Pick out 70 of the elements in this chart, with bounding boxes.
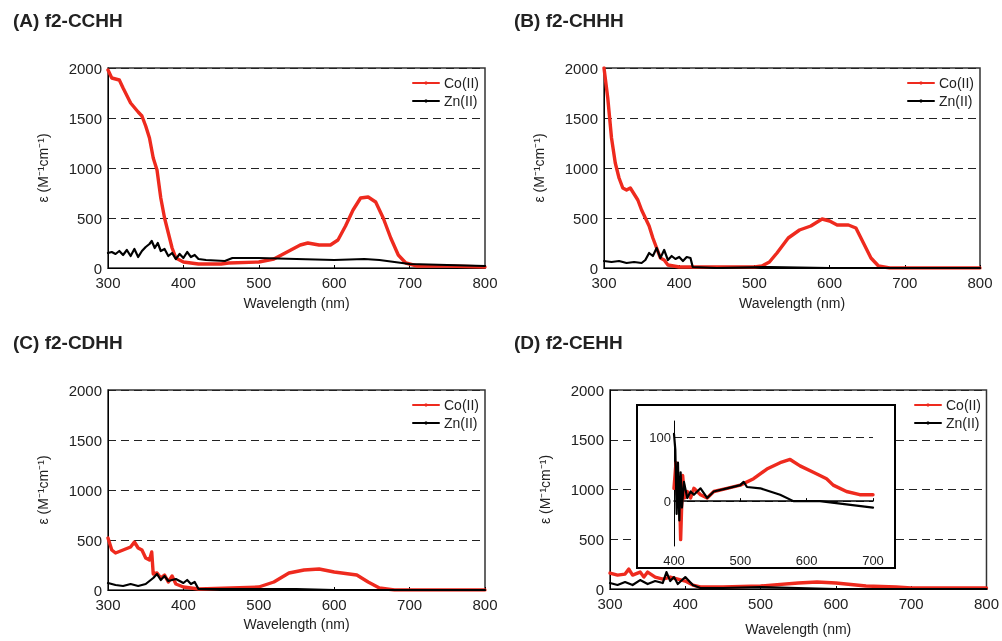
x-tick-label: 800 — [472, 596, 498, 613]
x-tick-label: 500 — [246, 274, 272, 291]
chart-title: (A) f2-CCHH — [13, 10, 123, 31]
y-tick-label: 0 — [589, 259, 598, 277]
y-tick-label: 1500 — [68, 109, 102, 127]
y-tick-label: 1000 — [564, 159, 598, 177]
y-tick-label: 1000 — [570, 481, 604, 498]
y-tick-label: 2000 — [68, 59, 102, 77]
x-axis-title: Wavelength (nm) — [243, 295, 350, 311]
y-tick-label: 1500 — [68, 431, 102, 449]
x-tick-label: 700 — [397, 596, 423, 613]
y-tick-label: 500 — [572, 209, 598, 227]
x-tick-label: 400 — [170, 596, 196, 613]
y-tick-label: 2000 — [564, 59, 598, 77]
y-tick-label: 1500 — [570, 431, 604, 449]
x-tick-label: 300 — [95, 274, 121, 291]
legend-label: Zn(II) — [444, 93, 478, 109]
x-tick-label: 800 — [967, 274, 993, 291]
y-axis-title: ε (M⁻¹cm⁻¹) — [35, 133, 51, 203]
x-tick-label: 300 — [597, 595, 623, 612]
x-tick-label: 600 — [321, 274, 347, 291]
x-tick-label: 800 — [472, 274, 498, 291]
x-tick-label: 500 — [741, 274, 767, 291]
x-tick-label: 700 — [862, 553, 884, 568]
x-tick-label: 400 — [170, 274, 196, 291]
chart-title: (B) f2-CHHH — [514, 10, 624, 31]
y-tick-label: 0 — [663, 493, 671, 509]
x-tick-label: 500 — [246, 596, 272, 613]
x-axis-title: Wavelength (nm) — [745, 621, 852, 637]
x-tick-label: 700 — [898, 595, 924, 612]
legend-label: Co(II) — [444, 397, 479, 413]
y-tick-label: 2000 — [68, 381, 102, 399]
legend-label: Zn(II) — [946, 415, 980, 431]
x-tick-label: 400 — [666, 274, 692, 291]
legend-label: Co(II) — [939, 75, 974, 91]
x-tick-label: 700 — [397, 274, 423, 291]
x-tick-label: 400 — [663, 553, 685, 568]
x-tick-label: 500 — [729, 553, 752, 568]
x-tick-label: 700 — [892, 274, 918, 291]
x-tick-label: 600 — [817, 274, 843, 291]
x-tick-label: 500 — [748, 595, 774, 612]
y-tick-label: 500 — [76, 531, 102, 549]
y-tick-label: 1500 — [564, 109, 598, 127]
y-tick-label: 500 — [578, 530, 604, 548]
chart-title: (C) f2-CDHH — [13, 332, 123, 353]
y-tick-label: 2000 — [570, 381, 604, 399]
y-tick-label: 1000 — [68, 159, 102, 177]
y-axis-title: ε (M⁻¹cm⁻¹) — [35, 455, 51, 525]
x-tick-label: 400 — [672, 595, 698, 612]
x-tick-label: 300 — [591, 274, 617, 291]
x-tick-label: 600 — [823, 595, 849, 612]
legend-label: Co(II) — [946, 397, 981, 413]
y-tick-label: 0 — [93, 581, 102, 599]
y-axis-title: ε (M⁻¹cm⁻¹) — [537, 454, 553, 525]
chart-title: (D) f2-CEHH — [514, 332, 623, 353]
y-tick-label: 100 — [649, 429, 671, 445]
y-axis-title: ε (M⁻¹cm⁻¹) — [531, 133, 547, 203]
legend-label: Zn(II) — [939, 93, 973, 109]
y-tick-label: 0 — [595, 580, 604, 598]
x-tick-label: 800 — [973, 595, 999, 612]
x-tick-label: 300 — [95, 596, 121, 613]
y-tick-label: 1000 — [68, 481, 102, 499]
x-axis-title: Wavelength (nm) — [738, 295, 846, 311]
legend-label: Co(II) — [444, 75, 479, 91]
x-axis-title: Wavelength (nm) — [243, 615, 350, 632]
x-tick-label: 600 — [321, 596, 347, 613]
y-tick-label: 0 — [93, 259, 102, 277]
x-tick-label: 600 — [795, 553, 818, 568]
y-tick-label: 500 — [76, 209, 102, 227]
legend-label: Zn(II) — [444, 415, 478, 431]
